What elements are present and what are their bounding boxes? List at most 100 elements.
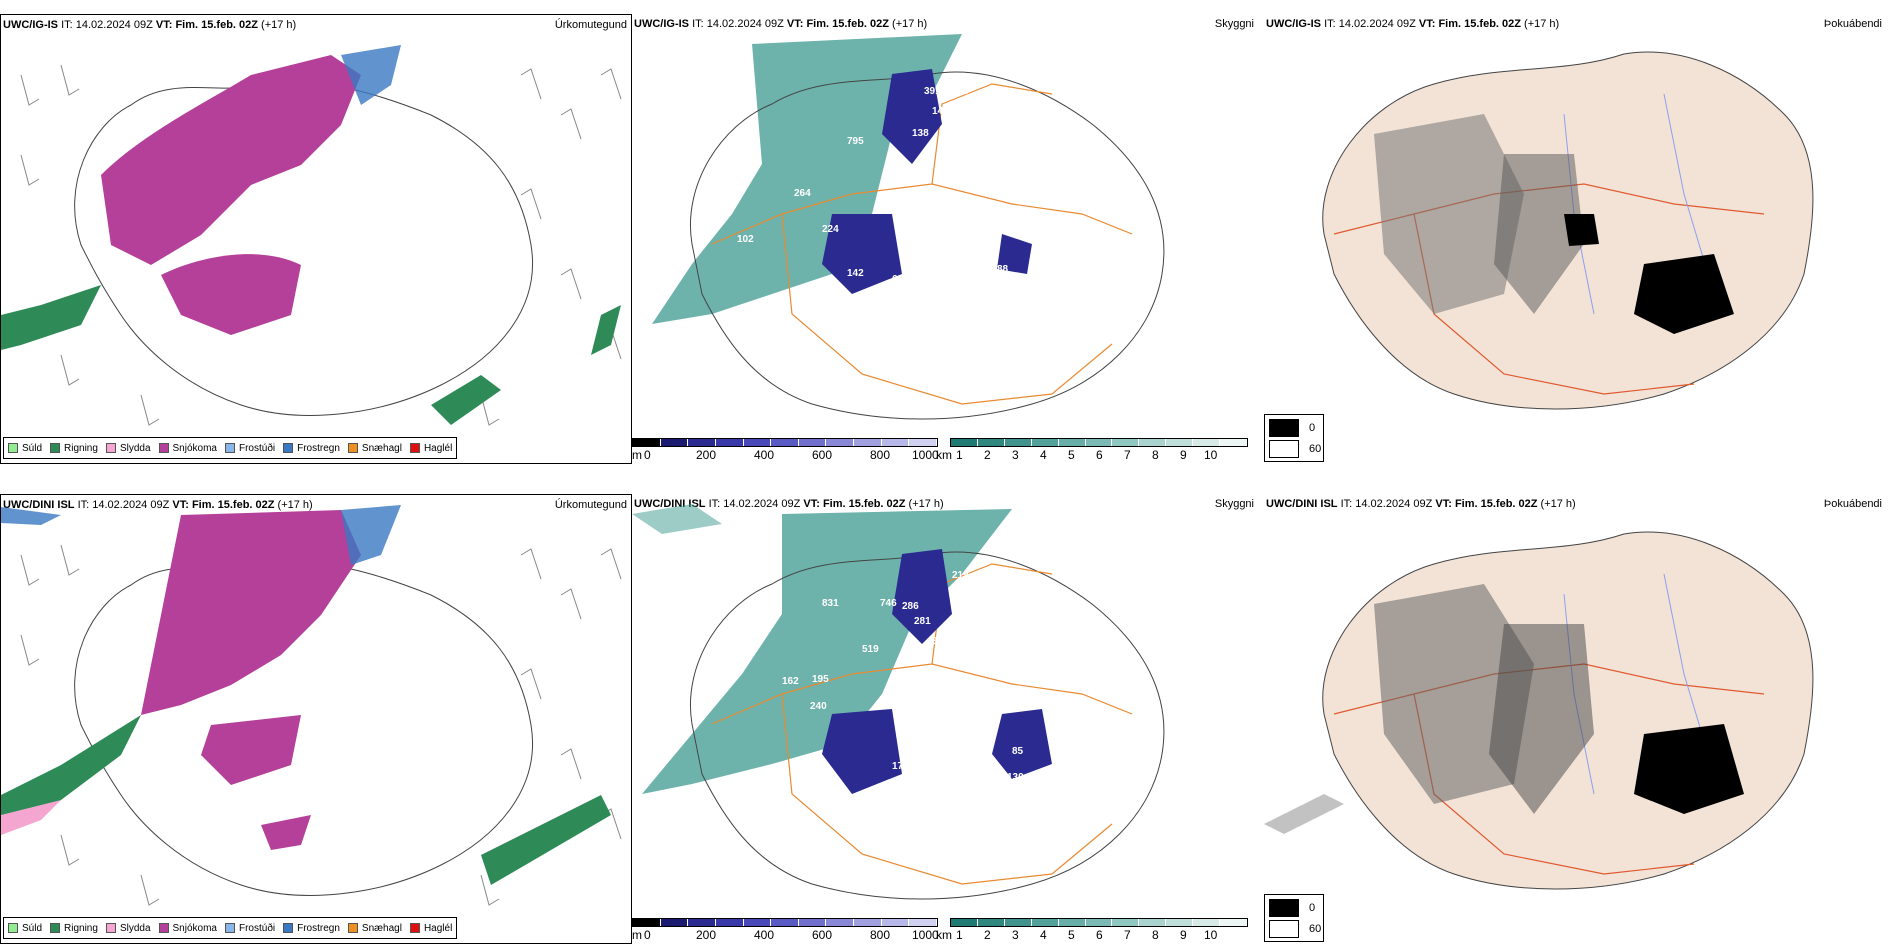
precip-type-map	[1, 505, 622, 906]
svg-text:138: 138	[912, 128, 929, 139]
fog-panel-top: UWC/IG-IS IT: 14.02.2024 09Z VT: Fim. 15…	[1264, 14, 1900, 464]
legend-item: Slydda	[105, 923, 151, 934]
svg-text:131: 131	[954, 106, 971, 117]
panel-title: UWC/DINI ISL IT: 14.02.2024 09Z VT: Fim.…	[634, 498, 944, 510]
ceiling-colorbar: m 0 200 400 600 800 1000	[632, 438, 939, 464]
iceland-outline	[690, 71, 1165, 420]
svg-text:281: 281	[914, 616, 931, 627]
svg-text:401: 401	[894, 298, 911, 309]
fog-panel-bottom: UWC/DINI ISL IT: 14.02.2024 09Z VT: Fim.…	[1264, 494, 1900, 944]
snow-area	[141, 510, 361, 715]
wind-barbs	[20, 64, 622, 426]
svg-text:145: 145	[932, 106, 949, 117]
svg-text:391: 391	[924, 86, 941, 97]
legend-item: Snjókoma	[158, 443, 217, 454]
svg-text:286: 286	[902, 601, 919, 612]
visibility-panel-top: UWC/IG-IS IT: 14.02.2024 09Z VT: Fim. 15…	[632, 14, 1264, 464]
legend-item: Haglél	[409, 923, 452, 934]
visibility-unit: km	[936, 928, 952, 942]
panel-title: UWC/IG-IS IT: 14.02.2024 09Z VT: Fim. 15…	[3, 19, 297, 31]
svg-text:264: 264	[794, 188, 811, 199]
fog-shading	[1264, 584, 1744, 834]
svg-text:102: 102	[737, 234, 754, 245]
panel-field-name: Þokuábendi	[1823, 18, 1882, 30]
iceland-outline	[690, 551, 1165, 900]
visibility-colorbar: km 1 2 3 4 5 6 7 8 9 10	[936, 918, 1248, 944]
ceiling-colorbar: m 0 200 400 600 800 1000	[632, 918, 939, 944]
panel-field-name: Úrkomutegund	[554, 499, 627, 511]
svg-text:240: 240	[810, 701, 827, 712]
legend-item: Frostúði	[224, 443, 275, 454]
svg-text:179: 179	[892, 761, 909, 772]
svg-text:205: 205	[952, 86, 969, 97]
legend-item: Frostregn	[283, 923, 340, 934]
svg-text:795: 795	[847, 136, 864, 147]
ceiling-unit: m	[632, 928, 642, 942]
snow-area	[161, 254, 301, 335]
legend-item: Frostregn	[283, 443, 340, 454]
legend-item: Snæhagl	[347, 923, 402, 934]
svg-text:162: 162	[782, 676, 799, 687]
precip-type-map	[1, 45, 622, 426]
rain-area	[591, 305, 621, 355]
low-ceiling-areas	[822, 549, 1052, 794]
panel-field-name: Þokuábendi	[1823, 498, 1882, 510]
panel-title: UWC/IG-IS IT: 14.02.2024 09Z VT: Fim. 15…	[1266, 18, 1560, 30]
legend-item: Haglél	[409, 443, 452, 454]
legend-item: Rigning	[50, 443, 98, 454]
svg-text:185: 185	[982, 570, 999, 581]
legend-item: Slydda	[105, 443, 151, 454]
svg-text:831: 831	[822, 598, 839, 609]
roads	[711, 83, 1133, 405]
visibility-panel-bottom: UWC/DINI ISL IT: 14.02.2024 09Z VT: Fim.…	[632, 494, 1264, 944]
panel-field-name: Úrkomutegund	[554, 19, 627, 31]
ceiling-unit: m	[632, 448, 642, 462]
panel-field-name: Skyggni	[1214, 18, 1254, 30]
svg-text:343: 343	[932, 636, 949, 647]
legend-item: Rigning	[50, 923, 98, 934]
fog-shading	[1374, 114, 1734, 334]
rain-area	[1, 715, 141, 835]
fog-legend: 0 60	[1264, 894, 1324, 942]
fog-legend: 0 60	[1264, 414, 1324, 462]
svg-text:68: 68	[892, 274, 904, 285]
snow-area	[101, 55, 361, 265]
svg-text:151: 151	[917, 296, 934, 307]
svg-text:206: 206	[962, 144, 979, 155]
svg-text:671: 671	[902, 294, 919, 305]
panel-title: UWC/IG-IS IT: 14.02.2024 09Z VT: Fim. 15…	[634, 18, 928, 30]
snow-area	[261, 815, 311, 850]
precip-type-panel-bottom: UWC/DINI ISL IT: 14.02.2024 09Z VT: Fim.…	[0, 494, 632, 944]
precip-type-legend: Súld Rigning Slydda Snjókoma Frostúði Fr…	[3, 917, 458, 939]
low-ceiling-areas	[822, 69, 1032, 294]
svg-text:142: 142	[847, 268, 864, 279]
freezing-rain-area	[1, 507, 61, 525]
sleet-area	[1, 800, 61, 835]
precip-type-legend: Súld Rigning Slydda Snjókoma Frostúði Fr…	[3, 437, 458, 459]
precip-type-panel-top: UWC/IG-IS IT: 14.02.2024 09Z VT: Fim. 15…	[0, 14, 632, 464]
visibility-colorbar: km 1 2 3 4 5 6 7 8 9 10	[936, 438, 1248, 464]
low-visibility-area	[652, 34, 962, 324]
svg-text:224: 224	[822, 224, 839, 235]
visibility-map: 219 185 831 746 286 281 343 519 162 195 …	[632, 504, 1165, 900]
legend-item: Súld	[8, 923, 42, 934]
visibility-map: 391 205 145 131 795 138 206 264 102 224 …	[652, 34, 1165, 420]
snow-area	[201, 715, 301, 785]
svg-text:746: 746	[880, 598, 897, 609]
svg-text:130: 130	[1007, 772, 1024, 783]
svg-text:519: 519	[862, 644, 879, 655]
panel-title: UWC/DINI ISL IT: 14.02.2024 09Z VT: Fim.…	[1266, 498, 1576, 510]
low-visibility-area	[632, 504, 722, 534]
fog-map	[1264, 531, 1814, 890]
legend-item: Súld	[8, 443, 42, 454]
svg-text:211: 211	[912, 266, 929, 277]
ceiling-labels: 391 205 145 131 795 138 206 264 102 224 …	[737, 86, 1009, 309]
rain-area	[481, 795, 611, 885]
legend-item: Frostúði	[224, 923, 275, 934]
freezing-rain-area	[341, 45, 401, 105]
rain-area	[1, 285, 101, 350]
visibility-unit: km	[936, 448, 952, 462]
rain-area	[431, 375, 501, 425]
svg-text:85: 85	[1012, 746, 1024, 757]
svg-text:219: 219	[952, 570, 969, 581]
